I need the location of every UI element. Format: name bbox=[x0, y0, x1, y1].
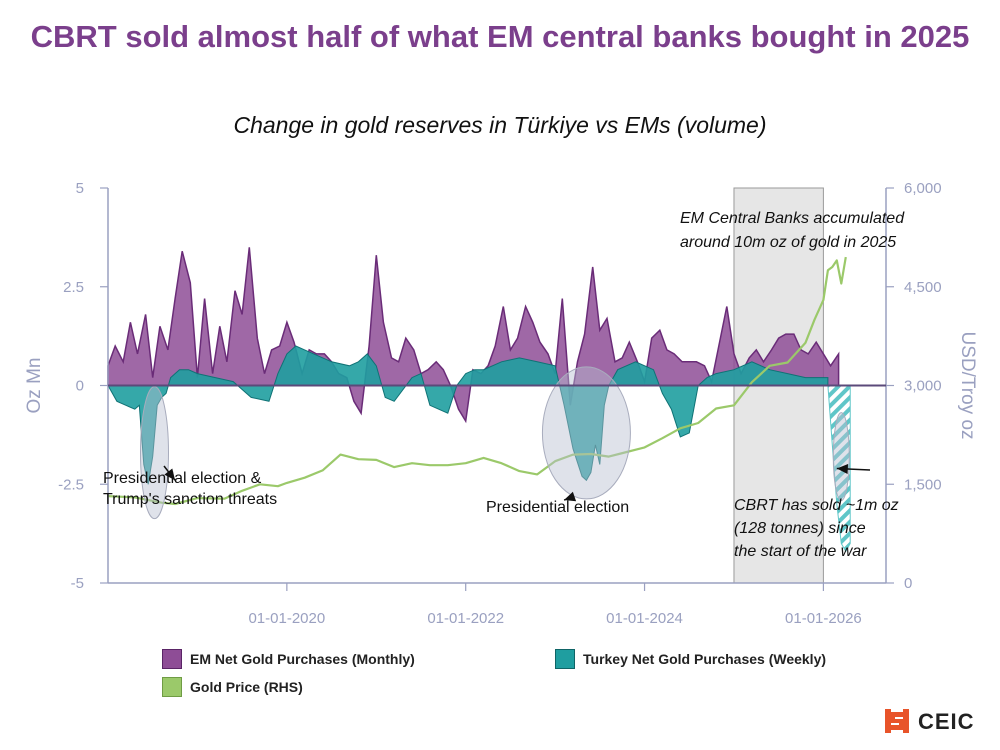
x-axis-tick-label: 01-01-2022 bbox=[427, 610, 504, 627]
highlight-ellipse-3 bbox=[832, 412, 850, 502]
annotation-em_accum-line: around 10m oz of gold in 2025 bbox=[680, 234, 896, 251]
right-axis-tick-label: 1,500 bbox=[904, 476, 942, 493]
x-axis-tick-label: 01-01-2020 bbox=[248, 610, 325, 627]
highlight-ellipse-1 bbox=[140, 386, 170, 520]
series-em-area bbox=[107, 247, 840, 424]
annotation-em_accum-line: EM Central Banks accumulated bbox=[680, 210, 905, 227]
legend-label-turkey: Turkey Net Gold Purchases (Weekly) bbox=[583, 651, 827, 667]
annotation-election2018-arrow-head bbox=[164, 468, 176, 481]
left-axis-title: Oz Mn bbox=[24, 358, 45, 414]
ceic-logo-icon bbox=[885, 709, 909, 733]
right-axis-title: USD/Troy oz bbox=[957, 331, 978, 439]
annotation-cbrt_sold-line: the start of the war bbox=[734, 543, 867, 560]
right-axis-tick-label: 4,500 bbox=[904, 279, 942, 296]
annotation-cbrt_sold-line: CBRT has sold ~1m oz bbox=[734, 497, 899, 514]
right-axis-tick-label: 0 bbox=[904, 575, 912, 592]
left-axis-tick-label: -5 bbox=[71, 575, 84, 592]
chart-title: CBRT sold almost half of what EM central… bbox=[30, 19, 970, 54]
annotation-cbrt_sold-line: (128 tonnes) since bbox=[734, 520, 866, 537]
left-axis-tick-label: 5 bbox=[76, 180, 84, 197]
legend-item-gold: Gold Price (RHS) bbox=[162, 677, 303, 697]
x-axis-tick-label: 01-01-2026 bbox=[785, 610, 862, 627]
legend-swatch-gold bbox=[162, 677, 182, 697]
left-axis-tick-label: 0 bbox=[76, 378, 84, 395]
series-gold-price-line bbox=[107, 256, 847, 506]
chart-subtitle: Change in gold reserves in Türkiye vs EM… bbox=[233, 112, 767, 138]
ceic-logo-text: CEIC bbox=[918, 709, 975, 734]
annotation-election2018-line: Presidential election & bbox=[103, 470, 262, 487]
legend-label-gold: Gold Price (RHS) bbox=[190, 679, 303, 695]
x-axis-tick-label: 01-01-2024 bbox=[606, 610, 683, 627]
right-axis-tick-label: 3,000 bbox=[904, 378, 942, 395]
annotation-election2023-line: Presidential election bbox=[486, 499, 629, 516]
right-axis-tick-label: 6,000 bbox=[904, 180, 942, 197]
legend-item-turkey: Turkey Net Gold Purchases (Weekly) bbox=[555, 649, 826, 669]
annotation-cbrt_sold-arrow-head bbox=[836, 463, 849, 474]
legend-swatch-turkey bbox=[555, 649, 575, 669]
legend-item-em: EM Net Gold Purchases (Monthly) bbox=[162, 649, 415, 669]
left-axis-tick-label: 2.5 bbox=[63, 279, 84, 296]
annotation-election2018-line: Trump's sanction threats bbox=[103, 491, 277, 508]
left-axis-tick-label: -2.5 bbox=[58, 476, 84, 493]
legend-label-em: EM Net Gold Purchases (Monthly) bbox=[190, 651, 415, 667]
legend-swatch-em bbox=[162, 649, 182, 669]
highlight-ellipse-2 bbox=[541, 366, 631, 500]
annotation-election2023-arrow-head bbox=[564, 491, 577, 502]
